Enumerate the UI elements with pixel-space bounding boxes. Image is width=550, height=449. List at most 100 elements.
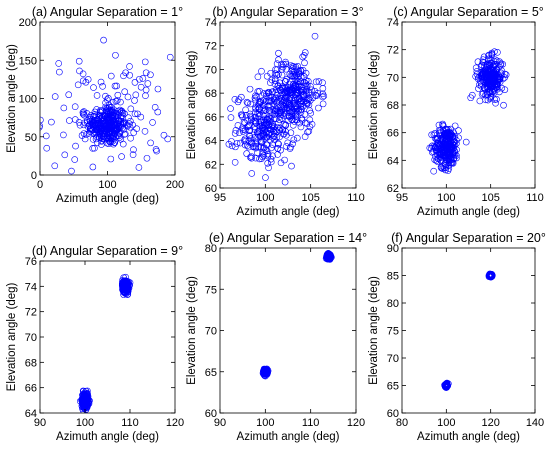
data-point — [141, 58, 149, 66]
x-tick-label: 100 — [437, 192, 455, 204]
data-point — [495, 72, 502, 79]
data-point — [118, 153, 125, 160]
data-point — [251, 126, 259, 133]
data-point — [142, 86, 150, 94]
data-point — [262, 367, 270, 374]
data-point — [96, 134, 103, 141]
data-point — [259, 148, 267, 156]
data-point — [446, 151, 454, 159]
data-point — [286, 70, 294, 78]
data-point — [297, 67, 305, 75]
data-point — [325, 254, 332, 261]
data-point — [289, 84, 296, 91]
markers — [441, 270, 496, 391]
data-point — [134, 110, 141, 118]
data-point — [484, 60, 491, 68]
data-point — [275, 71, 282, 78]
data-point — [442, 381, 450, 388]
data-point — [272, 77, 279, 85]
data-point — [312, 78, 320, 86]
data-point — [444, 167, 452, 174]
x-tick-label: 90 — [34, 417, 46, 429]
data-point — [490, 78, 497, 85]
data-point — [280, 112, 288, 120]
y-tick-label: 66 — [205, 112, 217, 124]
data-point — [247, 135, 255, 142]
data-point — [277, 103, 284, 110]
y-tick-label: 70 — [205, 326, 217, 338]
data-point — [267, 126, 275, 133]
data-point — [451, 122, 459, 130]
data-point — [275, 140, 282, 148]
data-point — [43, 144, 51, 152]
data-point — [264, 115, 271, 123]
data-point — [239, 113, 246, 121]
data-point — [294, 97, 302, 105]
data-point — [478, 91, 486, 98]
data-point — [147, 71, 154, 79]
data-point — [273, 133, 281, 141]
data-point — [154, 85, 162, 93]
data-point — [227, 114, 235, 121]
markers — [225, 32, 328, 186]
data-point — [267, 115, 274, 123]
data-point — [147, 139, 154, 147]
data-point — [252, 154, 259, 162]
data-point — [497, 61, 504, 69]
data-point — [107, 72, 115, 80]
data-point — [277, 92, 285, 99]
data-point — [60, 104, 68, 112]
data-point — [431, 156, 438, 163]
y-tick-label: 64 — [205, 136, 217, 148]
data-point — [81, 393, 89, 401]
data-point — [278, 71, 286, 79]
data-point — [277, 159, 285, 167]
data-point — [105, 94, 112, 102]
data-point — [443, 381, 451, 389]
data-point — [252, 92, 259, 100]
data-point — [492, 61, 499, 68]
data-point — [306, 123, 314, 131]
data-point — [48, 118, 55, 126]
data-point — [484, 96, 492, 104]
data-point — [124, 122, 131, 130]
data-point — [111, 82, 119, 90]
y-tick-label: 0 — [31, 170, 37, 182]
data-point — [244, 116, 251, 124]
data-point — [308, 121, 316, 128]
data-point — [55, 60, 62, 67]
y-tick-label: 50 — [25, 132, 37, 144]
data-point — [289, 72, 297, 80]
data-point — [42, 132, 50, 140]
data-point — [501, 70, 509, 78]
data-point — [436, 142, 444, 149]
data-point — [72, 142, 79, 150]
data-point — [254, 88, 262, 95]
data-point — [109, 98, 117, 106]
data-point — [267, 79, 274, 86]
data-point — [282, 60, 290, 68]
data-point — [480, 59, 488, 66]
y-tick-label: 76 — [25, 256, 37, 268]
data-point — [130, 129, 138, 136]
data-point — [97, 107, 104, 114]
data-point — [65, 91, 73, 99]
data-point — [259, 150, 266, 158]
data-point — [446, 154, 453, 162]
y-tick-label: 64 — [387, 155, 399, 167]
data-point — [278, 111, 286, 118]
data-point — [129, 121, 136, 129]
data-point — [89, 121, 97, 129]
data-point — [486, 59, 494, 67]
data-point — [79, 77, 87, 85]
data-point — [121, 88, 129, 96]
y-tick-label: 90 — [387, 243, 399, 255]
data-point — [481, 84, 488, 92]
data-point — [319, 85, 327, 92]
data-point — [160, 131, 168, 139]
data-point — [112, 51, 119, 59]
x-tick-label: 120 — [481, 417, 499, 429]
axes-frame — [401, 247, 536, 414]
data-point — [256, 112, 264, 119]
